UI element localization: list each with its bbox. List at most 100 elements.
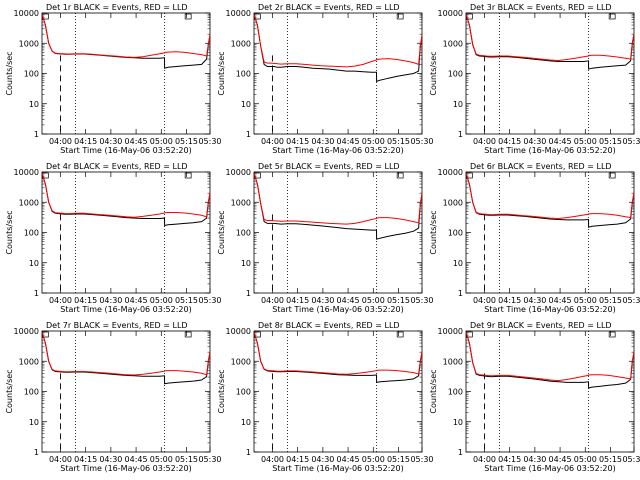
x-axis-label: Start Time (16-May-06 03:52:20) bbox=[484, 305, 615, 314]
x-tick-label: 04:30 bbox=[523, 455, 546, 464]
y-tick-label: 10 bbox=[241, 418, 251, 427]
x-axis-label: Start Time (16-May-06 03:52:20) bbox=[272, 464, 403, 473]
x-tick-label: 04:45 bbox=[125, 137, 148, 146]
x-tick-label: 05:30 bbox=[410, 455, 433, 464]
y-tick-label: 1 bbox=[246, 289, 251, 298]
x-tick-label: 05:15 bbox=[387, 296, 410, 305]
series-lld-line bbox=[41, 14, 211, 58]
x-tick-label: 04:15 bbox=[498, 137, 521, 146]
x-tick-label: 04:00 bbox=[473, 455, 496, 464]
y-axis-label: Counts/sec bbox=[5, 51, 14, 95]
y-tick-label: 100 bbox=[448, 388, 463, 397]
x-tick-label: 05:00 bbox=[150, 296, 173, 305]
detector-panel-6: Det 6r BLACK = Events, RED = LLD 1 10 100 10… bbox=[429, 162, 640, 314]
x-tick-label: 04:00 bbox=[261, 137, 284, 146]
x-tick-label: 05:00 bbox=[362, 296, 385, 305]
interval-marker bbox=[396, 172, 404, 179]
x-tick-label: 05:15 bbox=[599, 296, 622, 305]
y-tick-label: 1 bbox=[34, 289, 39, 298]
x-tick-label: 05:30 bbox=[622, 137, 640, 146]
y-axis-label: Counts/sec bbox=[5, 369, 14, 413]
interval-marker bbox=[184, 331, 192, 338]
x-tick-label: 04:00 bbox=[473, 137, 496, 146]
interval-marker bbox=[608, 13, 616, 20]
panel-title: Det 8r BLACK = Events, RED = LLD bbox=[258, 321, 400, 330]
x-tick-label: 05:30 bbox=[622, 455, 640, 464]
interval-marker bbox=[184, 172, 192, 179]
y-axis-label: Counts/sec bbox=[217, 210, 226, 254]
y-tick-label: 1 bbox=[458, 289, 463, 298]
x-tick-label: 04:15 bbox=[286, 296, 309, 305]
x-tick-label: 04:00 bbox=[473, 296, 496, 305]
series-events-line bbox=[253, 173, 423, 240]
y-tick-label: 10 bbox=[453, 259, 463, 268]
series-lld-line bbox=[465, 173, 635, 220]
y-tick-label: 1 bbox=[458, 448, 463, 457]
x-tick-label: 05:15 bbox=[175, 455, 198, 464]
y-tick-label: 1000 bbox=[231, 357, 251, 366]
interval-marker bbox=[396, 331, 404, 338]
x-axis-label: Start Time (16-May-06 03:52:20) bbox=[484, 464, 615, 473]
x-tick-label: 04:30 bbox=[311, 455, 334, 464]
x-axis-label: Start Time (16-May-06 03:52:20) bbox=[272, 305, 403, 314]
x-tick-label: 05:30 bbox=[198, 296, 221, 305]
y-tick-label: 1000 bbox=[19, 357, 39, 366]
detector-panel-9: Det 9r BLACK = Events, RED = LLD 1 10 100 10… bbox=[429, 321, 640, 473]
x-tick-label: 04:15 bbox=[286, 137, 309, 146]
y-tick-label: 10 bbox=[29, 100, 39, 109]
x-tick-label: 04:30 bbox=[99, 137, 122, 146]
plot-frame bbox=[253, 171, 423, 294]
detector-panel-3: Det 3r BLACK = Events, RED = LLD 1 10 100 10… bbox=[429, 3, 640, 155]
x-tick-label: 04:15 bbox=[74, 296, 97, 305]
x-tick-label: 04:15 bbox=[498, 455, 521, 464]
y-tick-label: 100 bbox=[236, 388, 251, 397]
x-tick-label: 04:45 bbox=[125, 296, 148, 305]
y-tick-label: 10000 bbox=[226, 327, 251, 336]
y-tick-label: 10 bbox=[241, 259, 251, 268]
y-axis-label: Counts/sec bbox=[217, 51, 226, 95]
detector-panel-4: Det 4r BLACK = Events, RED = LLD 1 10 100 10… bbox=[5, 162, 222, 314]
y-tick-label: 100 bbox=[448, 229, 463, 238]
plot-frame bbox=[465, 12, 635, 135]
y-tick-label: 10000 bbox=[14, 327, 39, 336]
x-tick-label: 05:00 bbox=[574, 296, 597, 305]
y-tick-label: 1000 bbox=[231, 198, 251, 207]
x-tick-label: 04:30 bbox=[523, 137, 546, 146]
interval-marker bbox=[608, 172, 616, 179]
y-tick-label: 1 bbox=[246, 130, 251, 139]
x-tick-label: 04:45 bbox=[337, 296, 360, 305]
plot-frame bbox=[253, 12, 423, 135]
x-tick-label: 04:45 bbox=[337, 137, 360, 146]
x-tick-label: 05:15 bbox=[175, 296, 198, 305]
x-tick-label: 05:00 bbox=[574, 455, 597, 464]
panel-title: Det 5r BLACK = Events, RED = LLD bbox=[258, 162, 400, 171]
x-tick-label: 04:45 bbox=[549, 137, 572, 146]
y-tick-label: 1 bbox=[458, 130, 463, 139]
detector-panel-1: Det 1r BLACK = Events, RED = LLD 1 10 100 10… bbox=[5, 3, 222, 155]
x-tick-label: 05:30 bbox=[198, 455, 221, 464]
detector-panel-8: Det 8r BLACK = Events, RED = LLD 1 10 100 10… bbox=[217, 321, 434, 473]
plot-frame bbox=[465, 171, 635, 294]
y-axis-label: Counts/sec bbox=[429, 369, 438, 413]
x-tick-label: 04:30 bbox=[311, 137, 334, 146]
panel-title: Det 9r BLACK = Events, RED = LLD bbox=[470, 321, 612, 330]
y-tick-label: 100 bbox=[24, 388, 39, 397]
series-events-line bbox=[253, 332, 423, 383]
y-axis-label: Counts/sec bbox=[217, 369, 226, 413]
detector-panel-7: Det 7r BLACK = Events, RED = LLD 1 10 100 10… bbox=[5, 321, 222, 473]
y-tick-label: 10000 bbox=[438, 168, 463, 177]
y-axis-label: Counts/sec bbox=[429, 210, 438, 254]
detector-panel-2: Det 2r BLACK = Events, RED = LLD 1 10 100 10… bbox=[217, 3, 434, 155]
x-tick-label: 05:15 bbox=[387, 455, 410, 464]
y-tick-label: 10000 bbox=[438, 9, 463, 18]
y-tick-label: 10000 bbox=[226, 9, 251, 18]
y-tick-label: 1000 bbox=[19, 39, 39, 48]
x-axis-label: Start Time (16-May-06 03:52:20) bbox=[60, 305, 191, 314]
series-lld-line bbox=[253, 332, 423, 375]
x-tick-label: 04:45 bbox=[549, 455, 572, 464]
panel-title: Det 3r BLACK = Events, RED = LLD bbox=[470, 3, 612, 12]
x-tick-label: 04:15 bbox=[74, 455, 97, 464]
detector-panel-5: Det 5r BLACK = Events, RED = LLD 1 10 100 10… bbox=[217, 162, 434, 314]
x-tick-label: 05:15 bbox=[175, 137, 198, 146]
x-axis-label: Start Time (16-May-06 03:52:20) bbox=[60, 146, 191, 155]
